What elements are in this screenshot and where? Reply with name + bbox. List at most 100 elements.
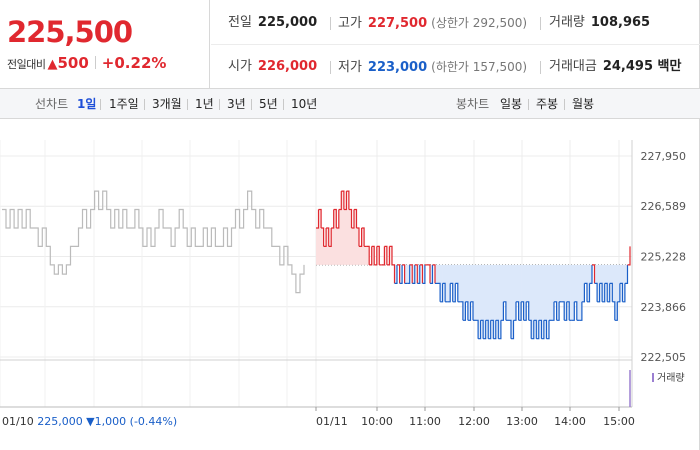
divider [144,99,145,110]
area-fill-up [316,227,319,265]
area-fill-down [569,264,573,321]
candle-weekly-button[interactable]: 주봉 [536,97,559,111]
series-line-today-segment [371,245,375,265]
period-1w-button[interactable]: 1주일 [109,97,139,111]
series-line-previous-day [2,190,305,294]
series-line-today-segment [361,227,365,247]
area-fill-down [551,264,555,321]
series-line-today-segment [331,209,335,229]
series-line-today-segment [581,283,585,303]
x-tick-label: 14:00 [554,415,586,428]
area-fill-up [341,191,345,265]
stat-label: 전일 [228,15,252,30]
series-line-today-segment [589,264,593,284]
area-fill-down [556,264,560,321]
candle-daily-button[interactable]: 일봉 [500,97,523,111]
series-line-today-segment [607,283,611,303]
area-fill-down [617,264,621,302]
area-fill-down [462,264,466,321]
series-line-today-segment [419,264,423,284]
period-3m-button[interactable]: 3개월 [152,97,182,111]
series-line-today-segment [336,209,340,229]
area-fill-down [607,264,611,302]
series-line-today-segment [328,228,332,247]
area-fill-down [594,264,598,284]
change-row: 전일대비 ▲500 +0.22% [7,53,166,72]
area-fill-down [455,264,459,284]
divider [528,99,529,110]
area-fill-down [404,264,408,284]
line-chart-label: 선차트 [35,97,69,111]
series-line-today-segment [556,301,560,321]
series-line-today-segment [389,245,393,265]
down-arrow-icon: ▼ [83,415,95,428]
series-line-today-segment [437,282,441,302]
stat-value: 225,000 [257,15,318,30]
previous-day-date: 01/10 [2,415,34,428]
price-chart[interactable]: 227,950 226,589 225,228 223,866 222,505 01/11… [0,120,700,450]
series-line-today-segment [460,301,464,321]
series-line-today-segment [316,209,320,229]
period-1y-button[interactable]: 1년 [195,97,214,111]
area-fill-up [356,227,360,265]
series-line-today-segment [348,208,353,228]
series-line-today-segment [541,320,545,340]
series-line-today-segment [624,264,629,284]
area-fill-up [384,246,388,265]
area-fill-down [609,264,613,284]
area-fill-down [533,264,537,321]
divider [211,44,700,45]
stat-volume: 거래량 108,965 [549,13,650,33]
area-fill-down [498,264,502,339]
series-line-today-segment [617,283,621,303]
area-fill-down [543,264,547,321]
area-fill-down [559,264,562,302]
area-fill-up [348,209,352,265]
stat-open: 시가 226,000 [228,57,317,77]
series-line-today-segment [465,301,469,321]
series-line-today-segment [366,245,370,265]
area-fill-up [328,246,332,265]
series-line-today-segment [318,208,322,228]
series-line-today-segment [376,245,380,265]
period-3y-button[interactable]: 3년 [227,97,246,111]
series-line-today-segment [513,301,517,321]
series-line-today-segment [440,283,444,303]
area-fill-down [510,264,514,339]
volume-legend-label: 거래량 [657,372,685,384]
series-line-today-segment [399,264,403,284]
stat-value: 226,000 [257,59,318,74]
x-tick-label: 13:00 [506,415,538,428]
area-fill-up [318,209,322,265]
series-line-today-segment [498,320,502,340]
period-10y-button[interactable]: 10년 [291,97,318,111]
series-line-today-segment [584,282,588,302]
area-fill-down [581,264,585,302]
series-line-today-segment [409,264,413,284]
series-line-today-segment [343,191,347,211]
series-line-today-segment [526,301,530,321]
area-fill-down [604,264,608,284]
series-line-today-segment [533,319,537,339]
previous-day-info: 01/10 225,000 ▼1,000 (-0.44%) [2,415,177,428]
area-fill-down [457,264,461,302]
period-1d-button[interactable]: 1일 [77,97,97,111]
series-line-today-segment [508,319,512,339]
stat-value: 223,000 [367,60,428,75]
area-fill-up [343,209,347,265]
area-fill-down [599,264,603,284]
change-label: 전일대비 [7,58,46,71]
series-line-today-segment [354,208,358,228]
y-tick-label: 222,505 [641,351,687,364]
price-box: 225,500 전일대비 ▲500 +0.22% [0,0,210,89]
series-line-today-segment [609,282,613,302]
area-fill-down [554,264,557,302]
series-line-today-segment [374,246,378,266]
candle-monthly-button[interactable]: 월봉 [572,97,595,111]
period-5y-button[interactable]: 5년 [259,97,278,111]
y-tick-label: 225,228 [641,250,687,263]
series-line-today-segment [627,246,631,266]
area-fill-down [518,264,522,321]
series-line-today-segment [359,228,363,247]
stat-note: (상한가 292,500) [431,16,528,30]
